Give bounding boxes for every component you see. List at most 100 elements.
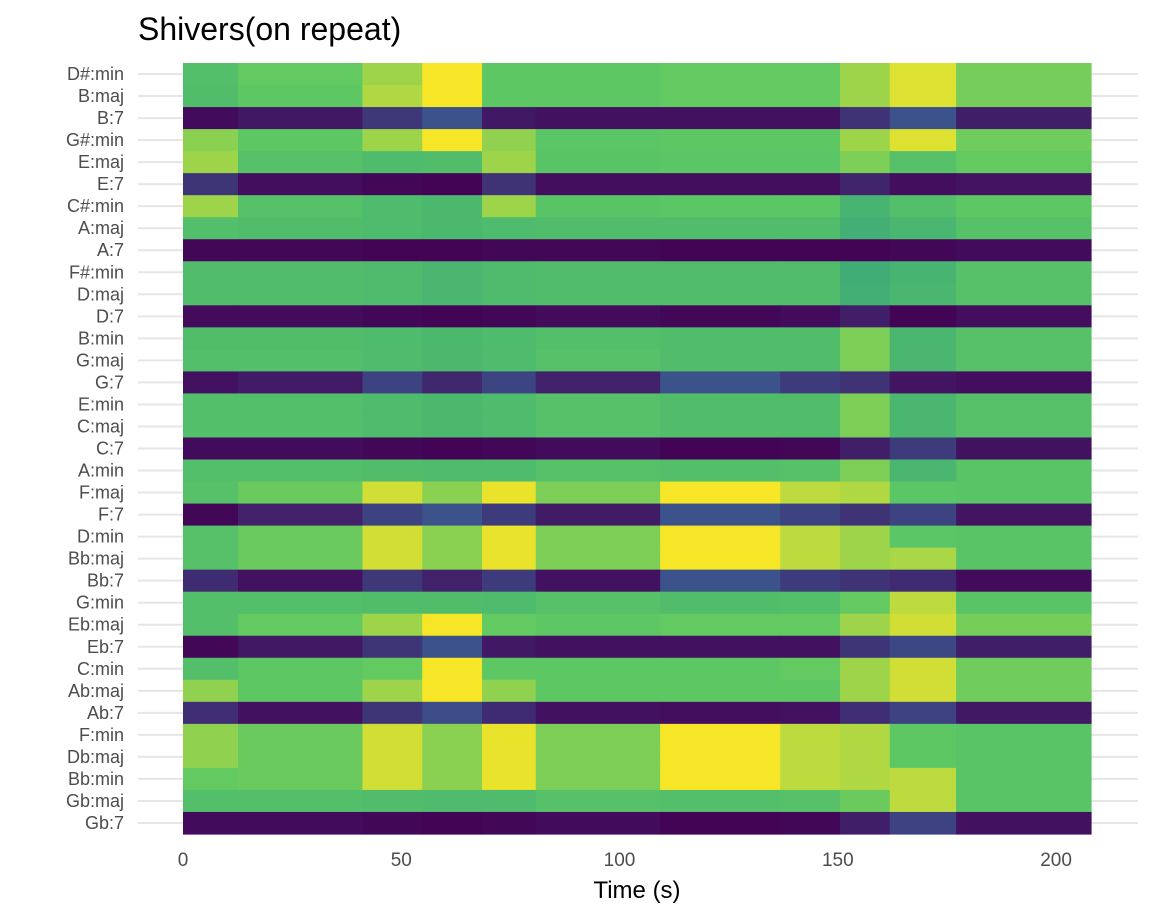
heatmap-cell [780,789,841,813]
heatmap-cell [238,415,364,439]
heatmap-cell [660,283,781,306]
heatmap-cell [362,327,423,350]
heatmap-cell [780,657,841,681]
heatmap-cell [889,503,957,527]
heatmap-cell [183,481,239,505]
heatmap-cell [362,85,423,108]
heatmap-cell [780,327,841,350]
heatmap-cell [362,371,423,395]
heatmap-cell [238,151,364,174]
heatmap-cell [422,371,483,395]
heatmap-cell [422,745,483,769]
heatmap-cell [780,701,841,725]
heatmap-cell [956,613,1092,637]
heatmap-cell [535,437,661,461]
heatmap-cell [889,657,957,681]
y-tick-label: E:maj [78,152,124,172]
y-tick-label: G:min [76,593,124,613]
heatmap-cell [780,151,841,174]
heatmap-cell [422,349,483,372]
heatmap-cell [238,679,364,703]
heatmap-cell [660,547,781,571]
heatmap-cell [422,107,483,130]
heatmap-cell [660,129,781,152]
heatmap-cell [535,525,661,549]
heatmap-cell [183,525,239,549]
heatmap-cell [535,701,661,725]
heatmap-cell [889,569,957,593]
heatmap-cell [482,217,537,240]
heatmap-cell [780,217,841,240]
heatmap-cell [482,679,537,703]
heatmap-cell [183,415,239,439]
heatmap-cell [839,415,891,439]
heatmap-cell [238,261,364,284]
heatmap-cell [238,85,364,108]
heatmap-cell [183,393,239,417]
heatmap-cell [839,745,891,769]
heatmap-cell [535,415,661,439]
heatmap-cell [660,85,781,108]
heatmap-cell [660,591,781,615]
y-tick-label: Eb:7 [87,637,124,657]
heatmap-cell [889,371,957,395]
heatmap-cell [482,745,537,769]
heatmap-cell [362,789,423,813]
heatmap-cell [660,657,781,681]
x-tick-label: 150 [822,850,854,871]
y-tick-label: A:min [78,461,124,481]
heatmap-cell [183,173,239,196]
heatmap-cell [362,767,423,791]
heatmap-cell [889,789,957,813]
heatmap-cell [422,657,483,681]
heatmap-cell [422,217,483,240]
heatmap-cell [482,415,537,439]
heatmap-cell [956,63,1092,86]
heatmap-cell [535,723,661,747]
heatmap-cell [839,261,891,284]
heatmap-cell [183,679,239,703]
heatmap-cell [660,635,781,659]
heatmap-cell [422,459,483,483]
heatmap-cell [422,261,483,284]
heatmap-cell [780,503,841,527]
heatmap-cell [362,635,423,659]
y-tick-label: F:min [79,725,124,745]
heatmap-cell [535,393,661,417]
heatmap-cell [956,349,1092,372]
heatmap-cell [183,195,239,218]
y-tick-label: Ab:maj [68,681,124,701]
heatmap-cell [183,107,239,130]
heatmap-cell [839,723,891,747]
heatmap-cell [660,613,781,637]
heatmap-cell [238,591,364,615]
heatmap-cell [238,305,364,328]
heatmap-cell [238,393,364,417]
heatmap-cell [422,503,483,527]
heatmap-cell [956,151,1092,174]
heatmap-cell [183,569,239,593]
heatmap-cell [956,503,1092,527]
heatmap-cell [889,63,957,86]
heatmap-cell [660,195,781,218]
heatmap-cell [362,459,423,483]
heatmap-cell [422,723,483,747]
heatmap-cell [535,635,661,659]
heatmap-cell [183,811,239,835]
heatmap-cell [422,63,483,86]
heatmap-cell [839,371,891,395]
heatmap-cell [660,503,781,527]
heatmap-cell [362,591,423,615]
heatmap-cell [362,547,423,571]
heatmap-cell [238,635,364,659]
heatmap-cell [238,129,364,152]
heatmap-cell [956,283,1092,306]
heatmap-cell [482,63,537,86]
heatmap-cell [839,525,891,549]
x-tick-label: 100 [604,850,636,871]
heatmap-cell [362,657,423,681]
y-tick-label: C#:min [67,196,124,216]
heatmap-cell [660,481,781,505]
heatmap-cell [780,63,841,86]
heatmap-cell [889,481,957,505]
